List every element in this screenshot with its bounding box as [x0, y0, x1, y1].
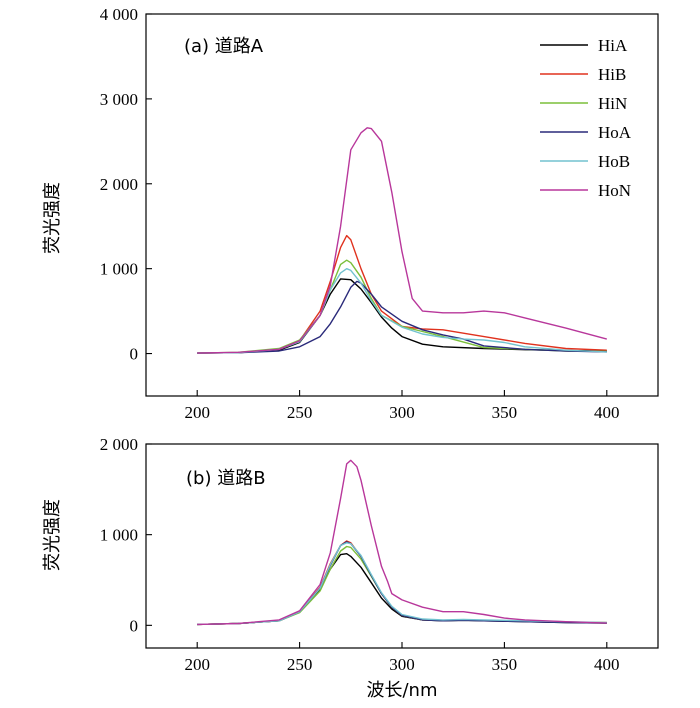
panel-a-series-hob	[197, 268, 607, 354]
panel-a-ytick-label: 3 000	[100, 90, 138, 109]
panel-b-ytick-label: 1 000	[100, 526, 138, 545]
panel-a-xtick-label: 400	[594, 403, 620, 422]
panel-a: 200 250 300 350 400 0 1 000 2 000 3 000 4 000 (a)…	[100, 5, 659, 422]
panel-a-ticks: 200 250 300 350 400 0 1 000 2 000 3 000 4 000	[100, 5, 620, 422]
legend-label-hia: HiA	[598, 36, 628, 55]
panel-a-frame	[145, 13, 659, 397]
x-axis-title: 波长/nm	[366, 680, 437, 701]
panel-b-label: (b) 道路B	[186, 468, 266, 489]
panel-b-ytick-label: 0	[130, 616, 139, 635]
panel-b-xtick-label: 250	[287, 655, 313, 674]
panel-b-series-hon	[197, 459, 607, 626]
panel-a-series-hin	[197, 259, 607, 354]
panel-a-series	[197, 127, 607, 354]
y-axis-title-b: 荧光强度	[42, 499, 63, 571]
legend-label-hob: HoB	[598, 152, 630, 171]
panel-a-series-hoa	[197, 280, 607, 354]
panel-a-label: (a) 道路A	[184, 36, 264, 57]
panel-b-series-hin	[197, 545, 607, 626]
panel-b-xtick-label: 350	[492, 655, 518, 674]
panel-a-xtick-label: 350	[492, 403, 518, 422]
panel-b-ytick-label: 2 000	[100, 435, 138, 454]
panel-b-series-hob	[197, 542, 607, 626]
panel-b-xtick-label: 200	[184, 655, 210, 674]
panel-b-series	[197, 459, 607, 626]
panel-a-ytick-label: 0	[130, 345, 139, 364]
legend-label-hib: HiB	[598, 65, 626, 84]
panel-a-xtick-label: 200	[184, 403, 210, 422]
legend-label-hoa: HoA	[598, 123, 632, 142]
panel-b-xtick-label: 300	[389, 655, 415, 674]
panel-b-xtick-label: 400	[594, 655, 620, 674]
panel-a-ytick-label: 4 000	[100, 5, 138, 24]
panel-a-ytick-label: 1 000	[100, 260, 138, 279]
panel-a-xtick-label: 300	[389, 403, 415, 422]
panel-a-xtick-label: 250	[287, 403, 313, 422]
panel-b: 200 250 300 350 400 0 1 000 2 000 (b) 道路B	[100, 435, 659, 674]
legend-label-hon: HoN	[598, 181, 631, 200]
legend-label-hin: HiN	[598, 94, 627, 113]
panel-a-series-hon	[197, 127, 607, 354]
legend: HiA HiB HiN HoA HoB HoN	[540, 36, 632, 200]
panel-a-series-hia	[197, 278, 607, 354]
panel-b-ticks: 200 250 300 350 400 0 1 000 2 000	[100, 435, 620, 674]
panel-a-ytick-label: 2 000	[100, 175, 138, 194]
panel-b-series-hoa	[197, 541, 607, 626]
y-axis-title-a: 荧光强度	[42, 182, 63, 254]
panel-b-series-hib	[197, 540, 607, 626]
